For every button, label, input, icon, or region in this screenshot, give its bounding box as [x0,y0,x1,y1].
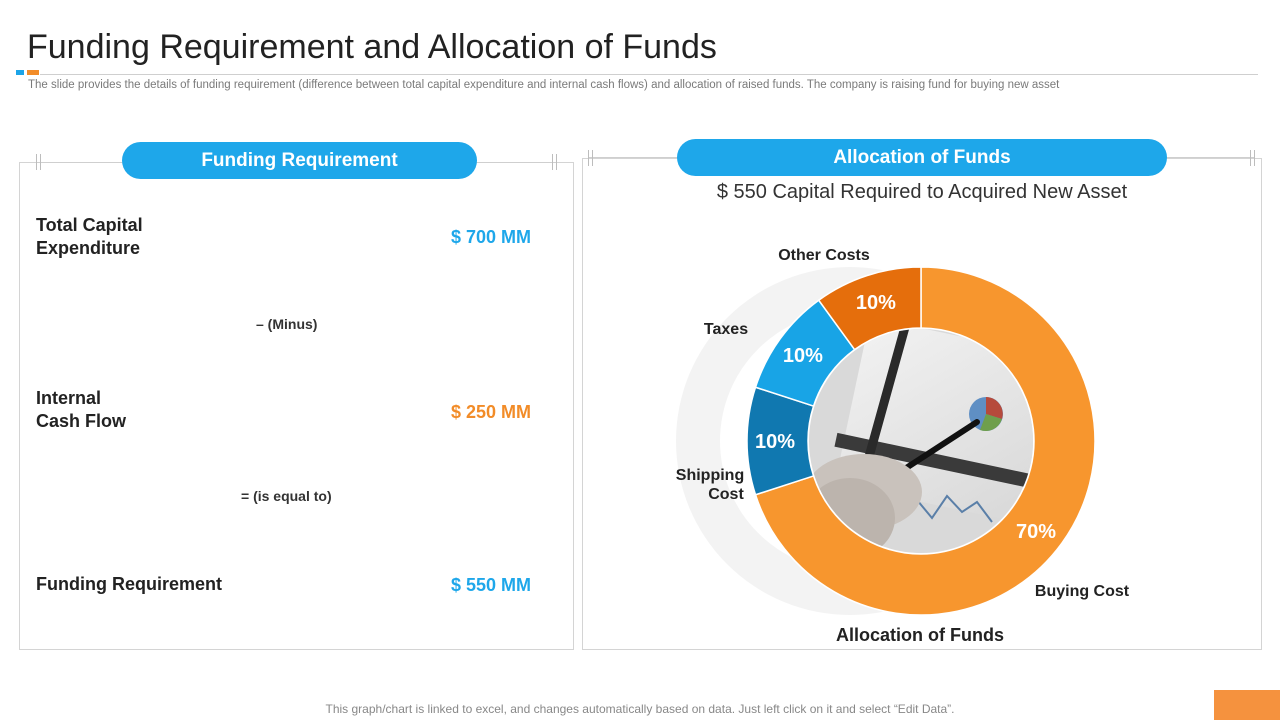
title-divider [40,74,1258,75]
left-panel-connector-left [36,162,122,163]
corner-accent-block [1214,690,1280,720]
right-panel-tick [1250,150,1251,166]
donut-value-label: 10% [856,292,896,314]
donut-category-label: Other Costs [778,247,870,264]
minus-operator: – (Minus) [256,316,318,332]
internal-cash-flow-value: $ 250 MM [451,402,532,422]
left-panel-tick [40,154,41,170]
chart-footer-label: Allocation of Funds [836,625,1004,645]
funding-requirement-pill: Funding Requirement [122,142,477,179]
donut-value-label: 10% [783,345,823,367]
title-accent-orange [27,70,39,75]
donut-slice-other-costs[interactable] [817,266,922,351]
right-panel-tick [588,150,589,166]
page-title: Funding Requirement and Allocation of Fu… [27,28,717,66]
chart-heading: $ 550 Capital Required to Acquired New A… [716,181,1128,203]
right-panel-connector-right [1167,157,1255,158]
footnote: This graph/chart is linked to excel, and… [325,702,955,716]
page-subtitle: The slide provides the details of fundin… [28,79,1060,91]
left-panel-connector-right [477,162,557,163]
donut-slice-buying-cost[interactable] [754,266,1096,616]
right-panel-tick [592,150,593,166]
funding-requirement-label: Funding Requirement [36,574,222,594]
donut-value-label: 70% [1016,521,1056,543]
donut-category-label: Shipping Cost [676,467,745,503]
total-capex-value: $ 700 MM [451,227,532,247]
allocation-of-funds-pill: Allocation of Funds [677,139,1167,176]
internal-cash-flow-label: Internal Cash Flow [36,388,127,431]
right-panel-connector-left [588,157,677,158]
left-panel-tick [556,154,557,170]
left-panel-tick [552,154,553,170]
donut-category-label: Buying Cost [1035,583,1130,600]
total-capex-label: Total Capital Expenditure [36,215,143,258]
allocation-donut-chart[interactable]: 70% Buying Cost 10% Shipping Cost 10% Taxes 10%… [582,200,1262,620]
donut-value-label: 10% [755,431,795,453]
donut-category-label: Taxes [704,321,748,338]
right-panel-tick [1254,150,1255,166]
hand-with-pen-on-report-image [809,329,1033,553]
title-accent-blue [16,70,24,75]
funding-requirement-value: $ 550 MM [451,575,532,595]
funding-requirement-panel [19,162,574,650]
equals-operator: = (is equal to) [241,488,332,504]
left-panel-tick [36,154,37,170]
